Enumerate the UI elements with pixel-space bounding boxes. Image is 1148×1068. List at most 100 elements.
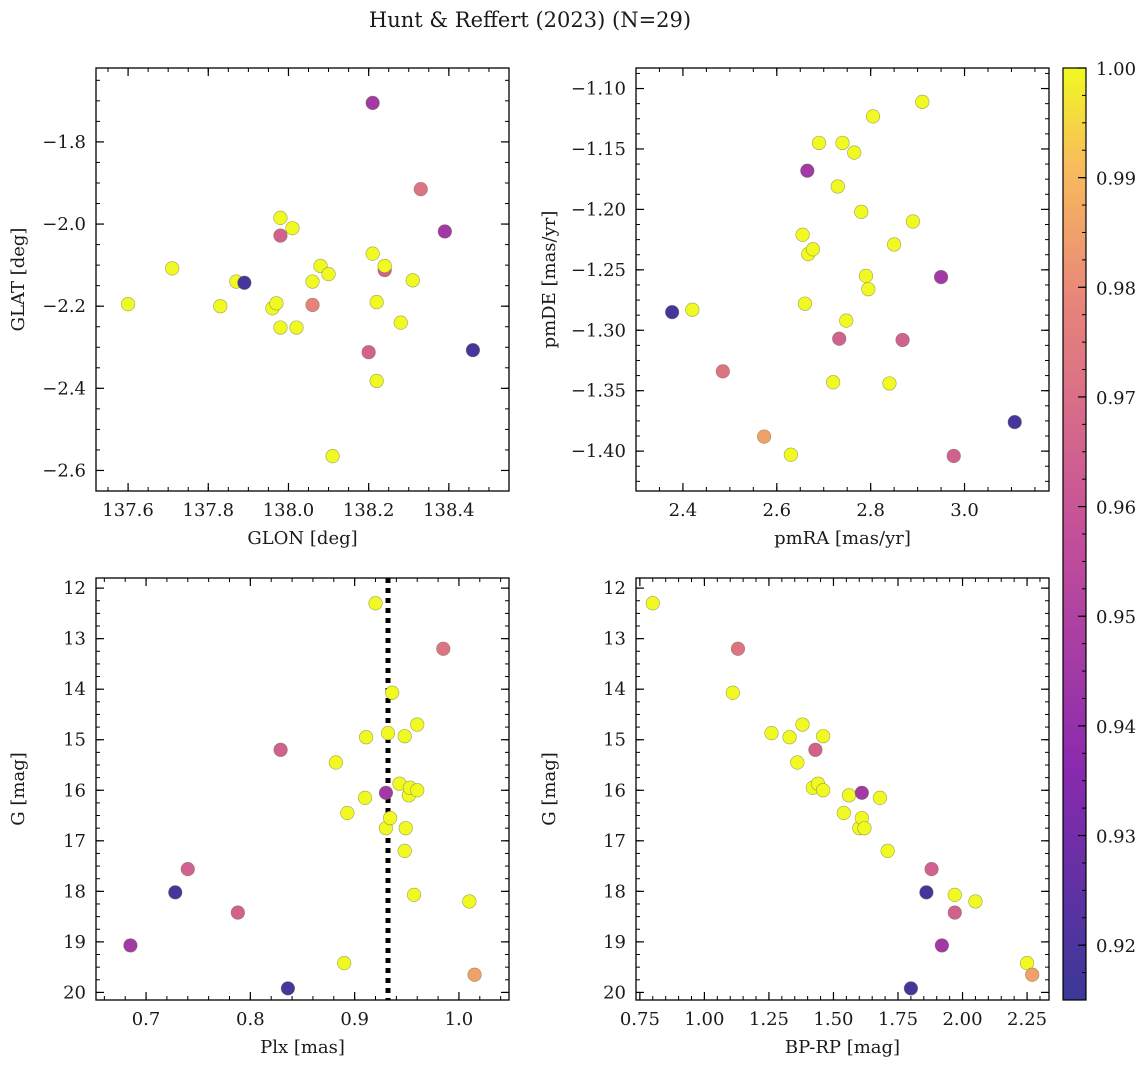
scatter-point (847, 145, 862, 160)
scatter-point (816, 783, 831, 798)
scatter-point (757, 429, 772, 444)
colorbar-tick-label: 0.94 (1096, 717, 1136, 738)
scatter-point (369, 373, 384, 389)
y-tick-label: 18 (603, 881, 626, 902)
panel-3: 0.7 0.8 0.9 1.0 12 13 14 15 16 17 18 19 20 Plx [mas] G… (8, 577, 510, 1058)
scatter-point (406, 887, 422, 902)
scatter-point (437, 224, 452, 239)
scatter-point (903, 981, 919, 996)
scatter-point (895, 332, 910, 348)
minor-ticks (635, 68, 1049, 491)
scatter-point (410, 717, 425, 732)
scatter-point (865, 109, 881, 124)
scatter-point (826, 375, 841, 390)
scatter-point (947, 905, 962, 920)
scatter-point (882, 376, 897, 391)
panel-4: 0.75 1.00 1.25 1.50 1.75 2.00 2.25 12 13 14 15 16 17… (539, 577, 1050, 1058)
y-tick-label: −1.10 (571, 79, 626, 100)
x-axis-title: BP-RP [mag] (785, 1037, 900, 1058)
scatter-point (180, 862, 195, 877)
y-tick-label: −1.35 (571, 381, 626, 402)
scatter-point (841, 788, 857, 803)
scatter-point (805, 242, 821, 257)
y-tick-label: −2.0 (42, 214, 86, 235)
scatter-point (830, 179, 845, 194)
scatter-point (305, 297, 320, 313)
x-tick-label: 138.2 (343, 500, 395, 521)
scatter-point (380, 726, 396, 741)
scatter-point (808, 742, 823, 757)
x-axis-title: Plx [mas] (260, 1037, 345, 1058)
axes-frame (95, 577, 510, 1001)
x-tick-label: 0.75 (620, 1009, 660, 1030)
y-axis-title: pmDE [mas/yr] (539, 211, 560, 349)
scatter-points (665, 94, 1022, 464)
scatter-point (359, 730, 374, 745)
scatter-point (368, 596, 383, 611)
x-tick-label: 1.50 (813, 1009, 853, 1030)
y-tick-label: −1.30 (571, 320, 626, 341)
scatter-point (120, 297, 136, 312)
scatter-point (800, 163, 815, 178)
y-tick-label: 12 (63, 578, 86, 599)
scatter-point (365, 95, 380, 111)
scatter-point (385, 685, 400, 700)
scatter-point (715, 364, 730, 379)
scatter-point (946, 448, 961, 464)
y-tick-label: 20 (63, 982, 86, 1003)
scatter-points (123, 596, 482, 996)
colorbar-tick-label: 0.92 (1096, 936, 1136, 957)
x-tick-label: 138.4 (423, 500, 475, 521)
y-tick-label: 16 (63, 780, 86, 801)
scatter-point (289, 320, 304, 335)
x-tick-label: 1.0 (445, 1009, 474, 1030)
x-tick-label: 2.8 (856, 500, 885, 521)
axes-frame (635, 67, 1050, 492)
scatter-point (436, 641, 451, 656)
scatter-point (665, 305, 680, 320)
scatter-point (887, 237, 902, 252)
scatter-point (393, 315, 408, 330)
scatter-point (968, 894, 983, 909)
scatter-point (369, 294, 384, 310)
x-tick-label: 138.0 (263, 500, 315, 521)
scatter-point (397, 843, 412, 859)
y-axis-title: G [mag] (539, 752, 560, 825)
y-tick-label: 19 (63, 932, 86, 953)
colorbar-tick-label: 1.00 (1096, 59, 1136, 80)
scatter-point (790, 755, 805, 770)
x-tick-label: 2.00 (942, 1009, 982, 1030)
scatter-point (377, 258, 392, 274)
scatter-point (361, 345, 376, 360)
scatter-point (123, 938, 138, 953)
scatter-point (237, 275, 252, 290)
y-tick-label: 19 (603, 932, 626, 953)
y-tick-label: 15 (603, 730, 626, 751)
y-tick-label: 13 (603, 629, 626, 650)
scatter-point (645, 596, 660, 611)
scatter-point (832, 331, 847, 346)
x-tick-label: 2.25 (1007, 1009, 1047, 1030)
scatter-point (1007, 415, 1022, 430)
scatter-point (413, 182, 428, 197)
scatter-point (321, 267, 336, 282)
scatter-point (305, 274, 320, 289)
x-tick-label: 1.00 (684, 1009, 724, 1030)
scatter-point (383, 810, 398, 826)
y-tick-label: −1.15 (571, 139, 626, 160)
y-tick-label: 15 (63, 730, 86, 751)
scatter-point (165, 261, 180, 276)
scatter-point (795, 717, 810, 732)
scatter-point (465, 343, 481, 358)
colorbar: 0.92 0.93 0.94 0.95 0.96 0.97 0.98 0.99 1.00 (1062, 59, 1136, 1001)
scatter-point (397, 729, 412, 744)
scatter-point (230, 905, 245, 920)
x-tick-label: 3.0 (950, 500, 979, 521)
x-tick-label: 1.25 (749, 1009, 789, 1030)
scatter-point (835, 135, 850, 151)
y-tick-label: 14 (603, 679, 626, 700)
x-tick-label: 0.8 (236, 1009, 265, 1030)
x-tick-label: 137.6 (102, 500, 154, 521)
scatter-point (269, 296, 284, 311)
